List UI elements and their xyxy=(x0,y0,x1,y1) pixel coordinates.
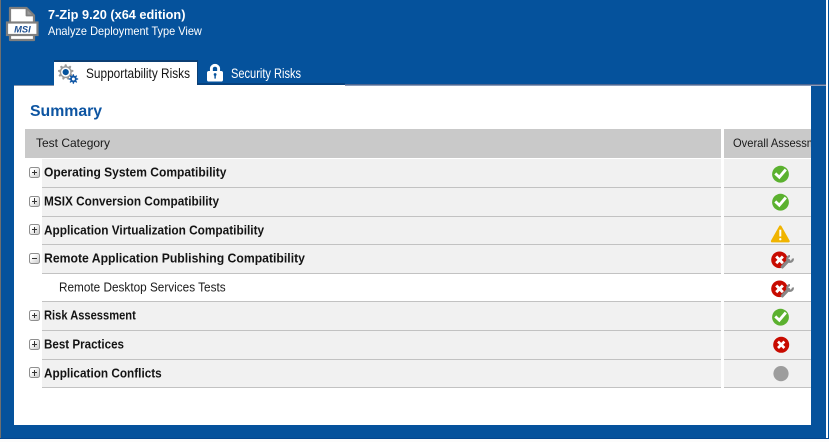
svg-text:MSI: MSI xyxy=(14,24,31,34)
